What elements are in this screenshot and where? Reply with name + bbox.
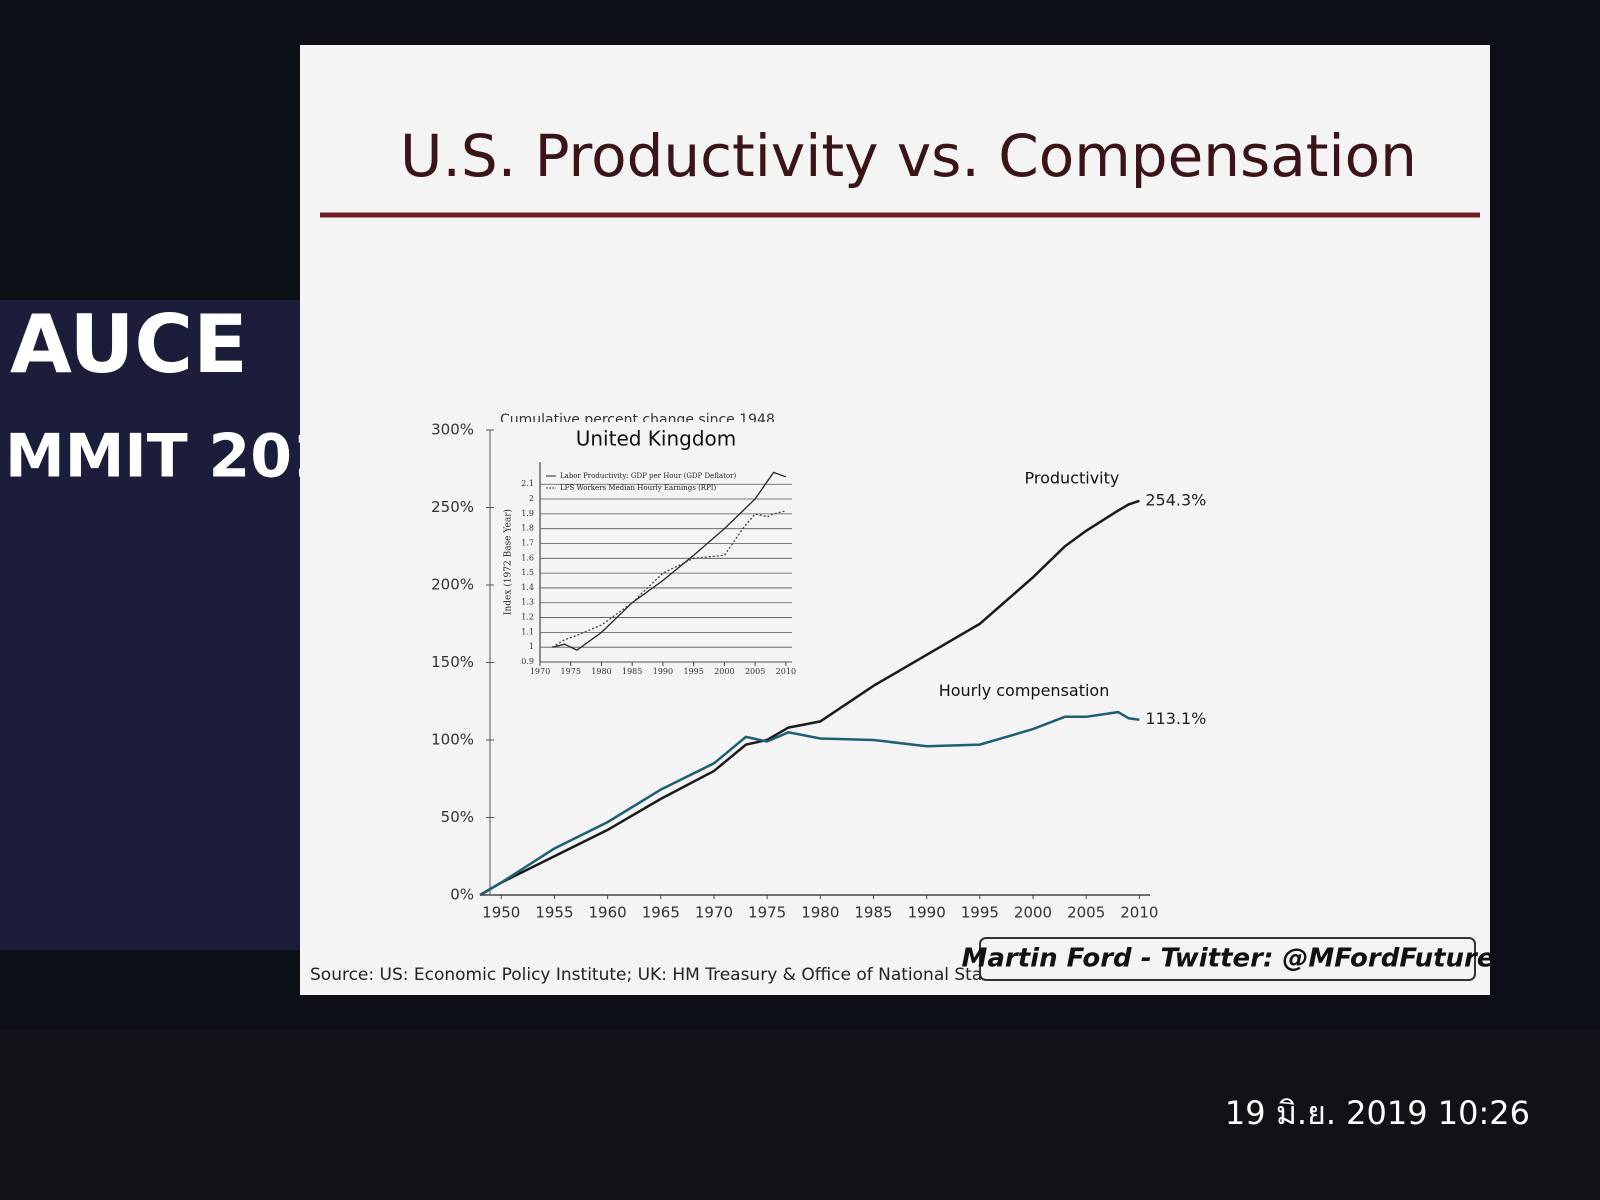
x-tick-label: 2000 <box>714 667 734 676</box>
x-tick-label: 1990 <box>653 667 673 676</box>
inset-title: United Kingdom <box>576 427 737 451</box>
x-tick-label: 2010 <box>1120 904 1158 922</box>
series-line <box>552 471 787 651</box>
x-tick-label: 1970 <box>695 904 733 922</box>
y-tick-label: 0% <box>450 886 474 904</box>
x-tick-label: 1980 <box>591 667 611 676</box>
end-label: 113.1% <box>1145 709 1206 728</box>
audience <box>0 1030 1600 1200</box>
series-label: Hourly compensation <box>939 681 1110 700</box>
x-tick-label: 1990 <box>908 904 946 922</box>
x-tick-label: 1965 <box>642 904 680 922</box>
y-tick-label: 1 <box>529 642 534 651</box>
y-tick-label: 50% <box>441 808 474 826</box>
y-tick-label: 1.1 <box>521 627 534 636</box>
x-tick-label: 1985 <box>622 667 642 676</box>
series-line <box>479 710 1140 897</box>
x-tick-label: 2005 <box>1067 904 1105 922</box>
y-tick-label: 100% <box>431 731 474 749</box>
y-tick-label: 1.9 <box>521 509 534 518</box>
legend-label: LFS Workers Median Hourly Earnings (RPI) <box>560 484 717 492</box>
y-tick-label: 200% <box>431 576 474 594</box>
x-tick-label: 2010 <box>776 667 796 676</box>
y-tick-label: 300% <box>431 421 474 439</box>
y-tick-label: 1.7 <box>521 538 534 547</box>
y-tick-label: 1.2 <box>521 613 534 622</box>
y-tick-label: 250% <box>431 498 474 516</box>
source: Source: US: Economic Policy Institute; U… <box>310 965 1032 985</box>
slide-title: U.S. Productivity vs. Compensation <box>400 122 1417 190</box>
y-tick-label: 0.9 <box>521 657 534 666</box>
x-tick-label: 1985 <box>854 904 892 922</box>
x-tick-label: 1995 <box>683 667 703 676</box>
x-tick-label: 1950 <box>482 904 520 922</box>
y-axis-label: Index (1972 Base Year) <box>503 509 514 615</box>
y-tick-label: 1.6 <box>521 553 534 562</box>
x-tick-label: 2005 <box>745 667 765 676</box>
x-tick-label: 1980 <box>801 904 839 922</box>
x-tick-label: 1970 <box>530 667 550 676</box>
end-label: 254.3% <box>1145 490 1206 509</box>
y-tick-label: 1.4 <box>521 583 534 592</box>
y-tick-label: 1.5 <box>521 568 534 577</box>
x-tick-label: 1975 <box>748 904 786 922</box>
timestamp: 19 มิ.ย. 2019 10:26 <box>1225 1094 1530 1132</box>
x-tick-label: 1955 <box>535 904 573 922</box>
side-screen <box>0 300 300 950</box>
x-tick-label: 2000 <box>1014 904 1052 922</box>
x-tick-label: 1975 <box>561 667 581 676</box>
x-tick-label: 1960 <box>589 904 627 922</box>
credit-box <box>979 937 1476 981</box>
y-tick-label: 2 <box>529 494 534 503</box>
y-tick-label: 1.3 <box>521 598 534 607</box>
inset-background <box>495 422 802 687</box>
y-tick-label: 150% <box>431 653 474 671</box>
credit: Martin Ford - Twitter: @MFordFuture <box>961 944 1494 974</box>
legend-label: Labor Productivity: GDP per Hour (GDP De… <box>560 472 736 480</box>
series-label: Productivity <box>1025 468 1120 487</box>
series-line <box>551 510 787 648</box>
y-tick-label: 1.8 <box>521 524 534 533</box>
series-line <box>479 499 1140 897</box>
y-tick-label: 2.1 <box>521 479 534 488</box>
x-tick-label: 1995 <box>961 904 999 922</box>
event-text: AUCE <box>10 298 248 391</box>
